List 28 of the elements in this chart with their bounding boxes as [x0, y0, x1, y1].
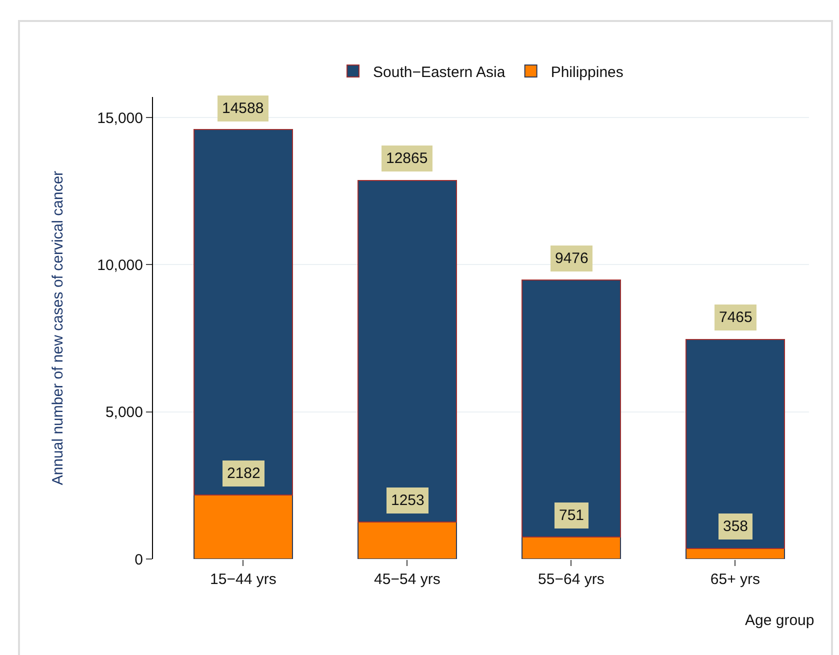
y-tick-label: 5,000 — [105, 404, 143, 422]
total-label: 12865 — [386, 150, 428, 167]
bar — [686, 338, 785, 549]
data-label: 751 — [559, 507, 584, 524]
bar — [522, 536, 621, 559]
total-label: 9476 — [555, 250, 588, 267]
bar — [358, 522, 457, 559]
x-tick-label: 65+ yrs — [710, 571, 760, 588]
bar — [522, 280, 621, 538]
bar — [358, 180, 457, 523]
legend-label: Philippines — [550, 64, 624, 81]
x-tick-label: 45−54 yrs — [374, 571, 440, 588]
data-label: 358 — [723, 518, 748, 535]
y-tick-label: 0 — [134, 551, 143, 568]
total-label: 7465 — [719, 309, 752, 326]
bar — [686, 548, 785, 559]
x-axis-title: Age group — [745, 612, 814, 629]
bar — [194, 129, 293, 496]
x-tick-label: 55−64 yrs — [538, 571, 604, 588]
total-label: 14588 — [222, 100, 264, 117]
y-tick-label: 15,000 — [97, 110, 143, 127]
legend-label: South−Eastern Asia — [373, 64, 506, 81]
data-label: 1253 — [391, 492, 424, 509]
data-label: 2182 — [227, 465, 260, 482]
y-tick-label: 10,000 — [97, 256, 143, 274]
x-tick-label: 15−44 yrs — [210, 571, 276, 588]
bar — [194, 494, 293, 559]
y-axis-title: Annual number of new cases of cervical cancer — [49, 170, 66, 486]
